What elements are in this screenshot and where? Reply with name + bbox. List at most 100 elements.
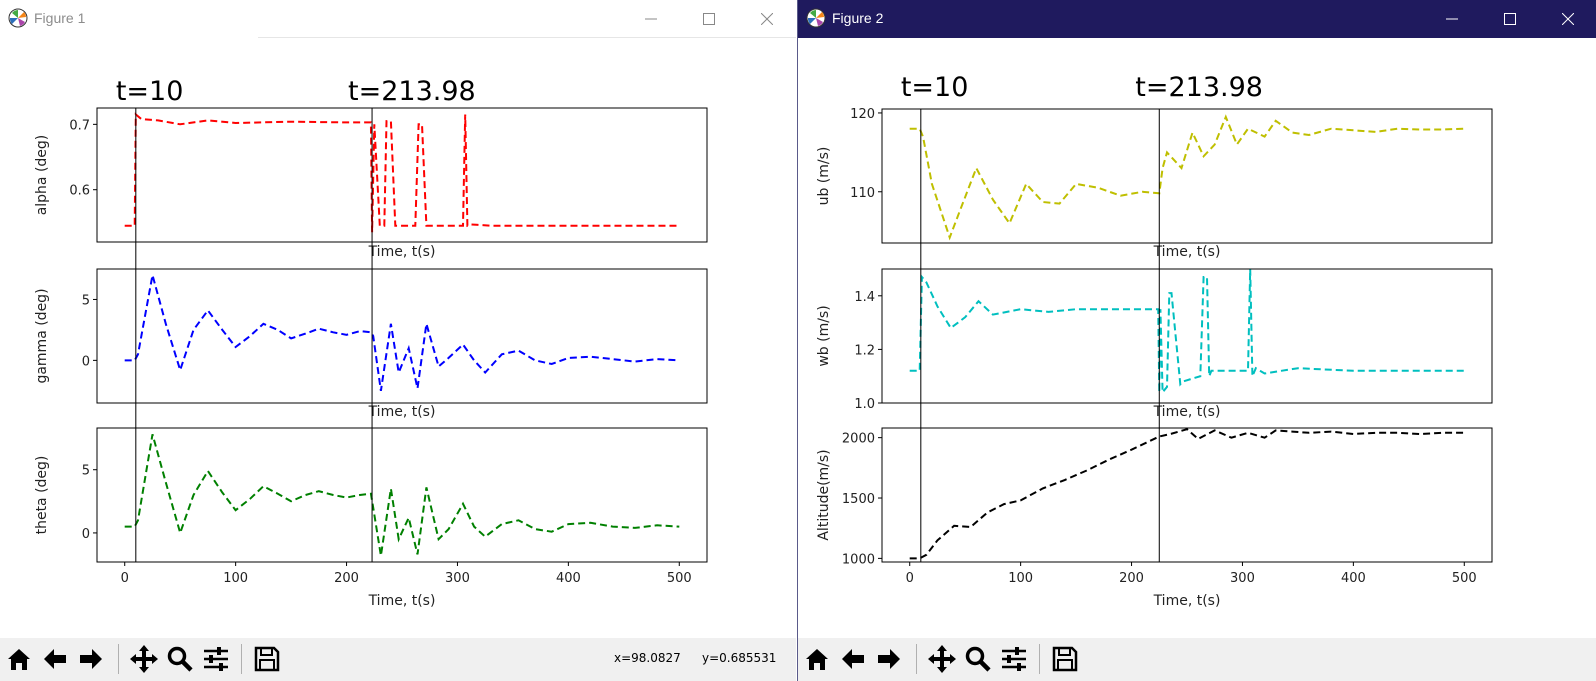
axes-frame	[881, 427, 1493, 563]
series-line-3	[909, 428, 1465, 560]
y-tick-label: 1.4	[854, 290, 875, 305]
pan-arrows-icon	[928, 645, 956, 673]
matplotlib-logo-icon	[8, 8, 28, 28]
home-button[interactable]	[800, 642, 834, 676]
x-tick-label: 400	[1341, 571, 1366, 586]
forward-button[interactable]	[872, 642, 906, 676]
x-tick-label: 200	[334, 571, 359, 586]
close-button[interactable]	[1539, 0, 1596, 38]
maximize-button[interactable]	[680, 0, 738, 38]
time-marker-label: t=10	[116, 76, 184, 107]
close-icon	[761, 13, 773, 25]
x-tick-label: 200	[1119, 571, 1144, 586]
floppy-disk-icon	[1052, 646, 1078, 672]
toolbar-separator	[1039, 644, 1040, 674]
minimize-button[interactable]	[622, 0, 680, 38]
cursor-y-readout: y=0.685531	[702, 651, 777, 665]
toolbar-separator	[118, 644, 119, 674]
home-button[interactable]	[2, 642, 36, 676]
pan-button[interactable]	[925, 642, 959, 676]
x-tick-label: 500	[1452, 571, 1477, 586]
magnifier-icon	[167, 646, 193, 672]
arrow-left-icon	[44, 649, 66, 669]
navigation-toolbar: x=98.0827 y=0.685531	[0, 638, 796, 681]
series-line-1	[124, 112, 680, 233]
y-tick-label: 0	[82, 354, 90, 369]
y-tick-label: 1000	[842, 552, 875, 567]
maximize-button[interactable]	[1481, 0, 1539, 38]
x-tick-label: 100	[223, 571, 248, 586]
x-axis-label: Time, t(s)	[368, 244, 436, 260]
figure-2-titlebar[interactable]: Figure 2	[798, 0, 1596, 38]
y-tick-label: 1500	[842, 492, 875, 507]
y-tick-label: 0	[82, 527, 90, 542]
window-title: Figure 2	[832, 10, 884, 26]
save-button[interactable]	[250, 642, 284, 676]
matplotlib-logo-icon	[806, 8, 826, 28]
axes-frame	[881, 268, 1493, 404]
axes-frame	[96, 107, 708, 243]
zoom-button[interactable]	[163, 642, 197, 676]
y-tick-label: 2000	[842, 432, 875, 447]
minimize-button[interactable]	[1423, 0, 1481, 38]
sliders-icon	[204, 647, 228, 671]
figure-2-window: Figure 2 110 120 ub (m/s) Time, t(s) 1.0 1.2 1…	[797, 0, 1596, 681]
magnifier-icon	[965, 646, 991, 672]
y-axis-label: alpha (deg)	[34, 135, 50, 216]
maximize-icon	[703, 13, 715, 25]
x-tick-label: 300	[445, 571, 470, 586]
back-button[interactable]	[38, 642, 72, 676]
series-line-2	[124, 274, 680, 391]
y-tick-label: 110	[850, 186, 875, 201]
x-tick-label: 500	[667, 571, 692, 586]
figure-2-canvas[interactable]: 110 120 ub (m/s) Time, t(s) 1.0 1.2 1.4 wb (m/s…	[798, 38, 1596, 638]
sliders-icon	[1002, 647, 1026, 671]
window-title: Figure 1	[34, 10, 86, 26]
time-marker-label: t=213.98	[1135, 72, 1263, 103]
time-marker-label: t=10	[901, 72, 969, 103]
close-button[interactable]	[738, 0, 796, 38]
y-axis-label: ub (m/s)	[816, 147, 832, 206]
figure-2-plot[interactable]: 110 120 ub (m/s) Time, t(s) 1.0 1.2 1.4 wb (m/s…	[798, 38, 1596, 638]
back-button[interactable]	[836, 642, 870, 676]
y-tick-label: 0.6	[69, 184, 90, 199]
arrow-right-icon	[878, 649, 900, 669]
y-tick-label: 5	[82, 464, 90, 479]
arrow-left-icon	[842, 649, 864, 669]
series-line-2	[909, 268, 1465, 396]
figure-1-titlebar[interactable]: Figure 1	[0, 0, 796, 38]
cursor-x-readout: x=98.0827	[614, 651, 681, 665]
y-tick-label: 0.7	[69, 118, 90, 133]
minimize-icon	[1446, 18, 1458, 20]
save-button[interactable]	[1048, 642, 1082, 676]
navigation-toolbar	[798, 638, 1596, 681]
axes-frame	[96, 427, 708, 563]
y-axis-label: theta (deg)	[34, 456, 50, 535]
x-axis-label: Time, t(s)	[1153, 593, 1221, 609]
forward-button[interactable]	[74, 642, 108, 676]
series-line-3	[124, 434, 680, 556]
toolbar-separator	[241, 644, 242, 674]
time-marker-label: t=213.98	[348, 76, 476, 107]
y-axis-label: Altitude(m/s)	[816, 449, 832, 540]
x-axis-label: Time, t(s)	[368, 404, 436, 420]
close-icon	[1562, 13, 1574, 25]
pan-button[interactable]	[127, 642, 161, 676]
zoom-button[interactable]	[961, 642, 995, 676]
figure-1-plot[interactable]: 0.6 0.7 alpha (deg) Time, t(s) 0 5 gamma (deg)…	[0, 38, 796, 638]
toolbar-separator	[916, 644, 917, 674]
home-icon	[806, 649, 828, 670]
figure-1-window: Figure 1 0.6 0.7 alpha (deg) Time, t(s) 0 5 ga…	[0, 0, 796, 681]
x-axis-label: Time, t(s)	[368, 593, 436, 609]
configure-subplots-button[interactable]	[199, 642, 233, 676]
y-axis-label: wb (m/s)	[816, 305, 832, 366]
x-tick-label: 300	[1230, 571, 1255, 586]
floppy-disk-icon	[254, 646, 280, 672]
y-tick-label: 5	[82, 293, 90, 308]
x-axis-label: Time, t(s)	[1153, 244, 1221, 260]
figure-1-canvas[interactable]: 0.6 0.7 alpha (deg) Time, t(s) 0 5 gamma (deg)…	[0, 38, 796, 638]
pan-arrows-icon	[130, 645, 158, 673]
x-tick-label: 100	[1008, 571, 1033, 586]
minimize-icon	[645, 18, 657, 20]
configure-subplots-button[interactable]	[997, 642, 1031, 676]
